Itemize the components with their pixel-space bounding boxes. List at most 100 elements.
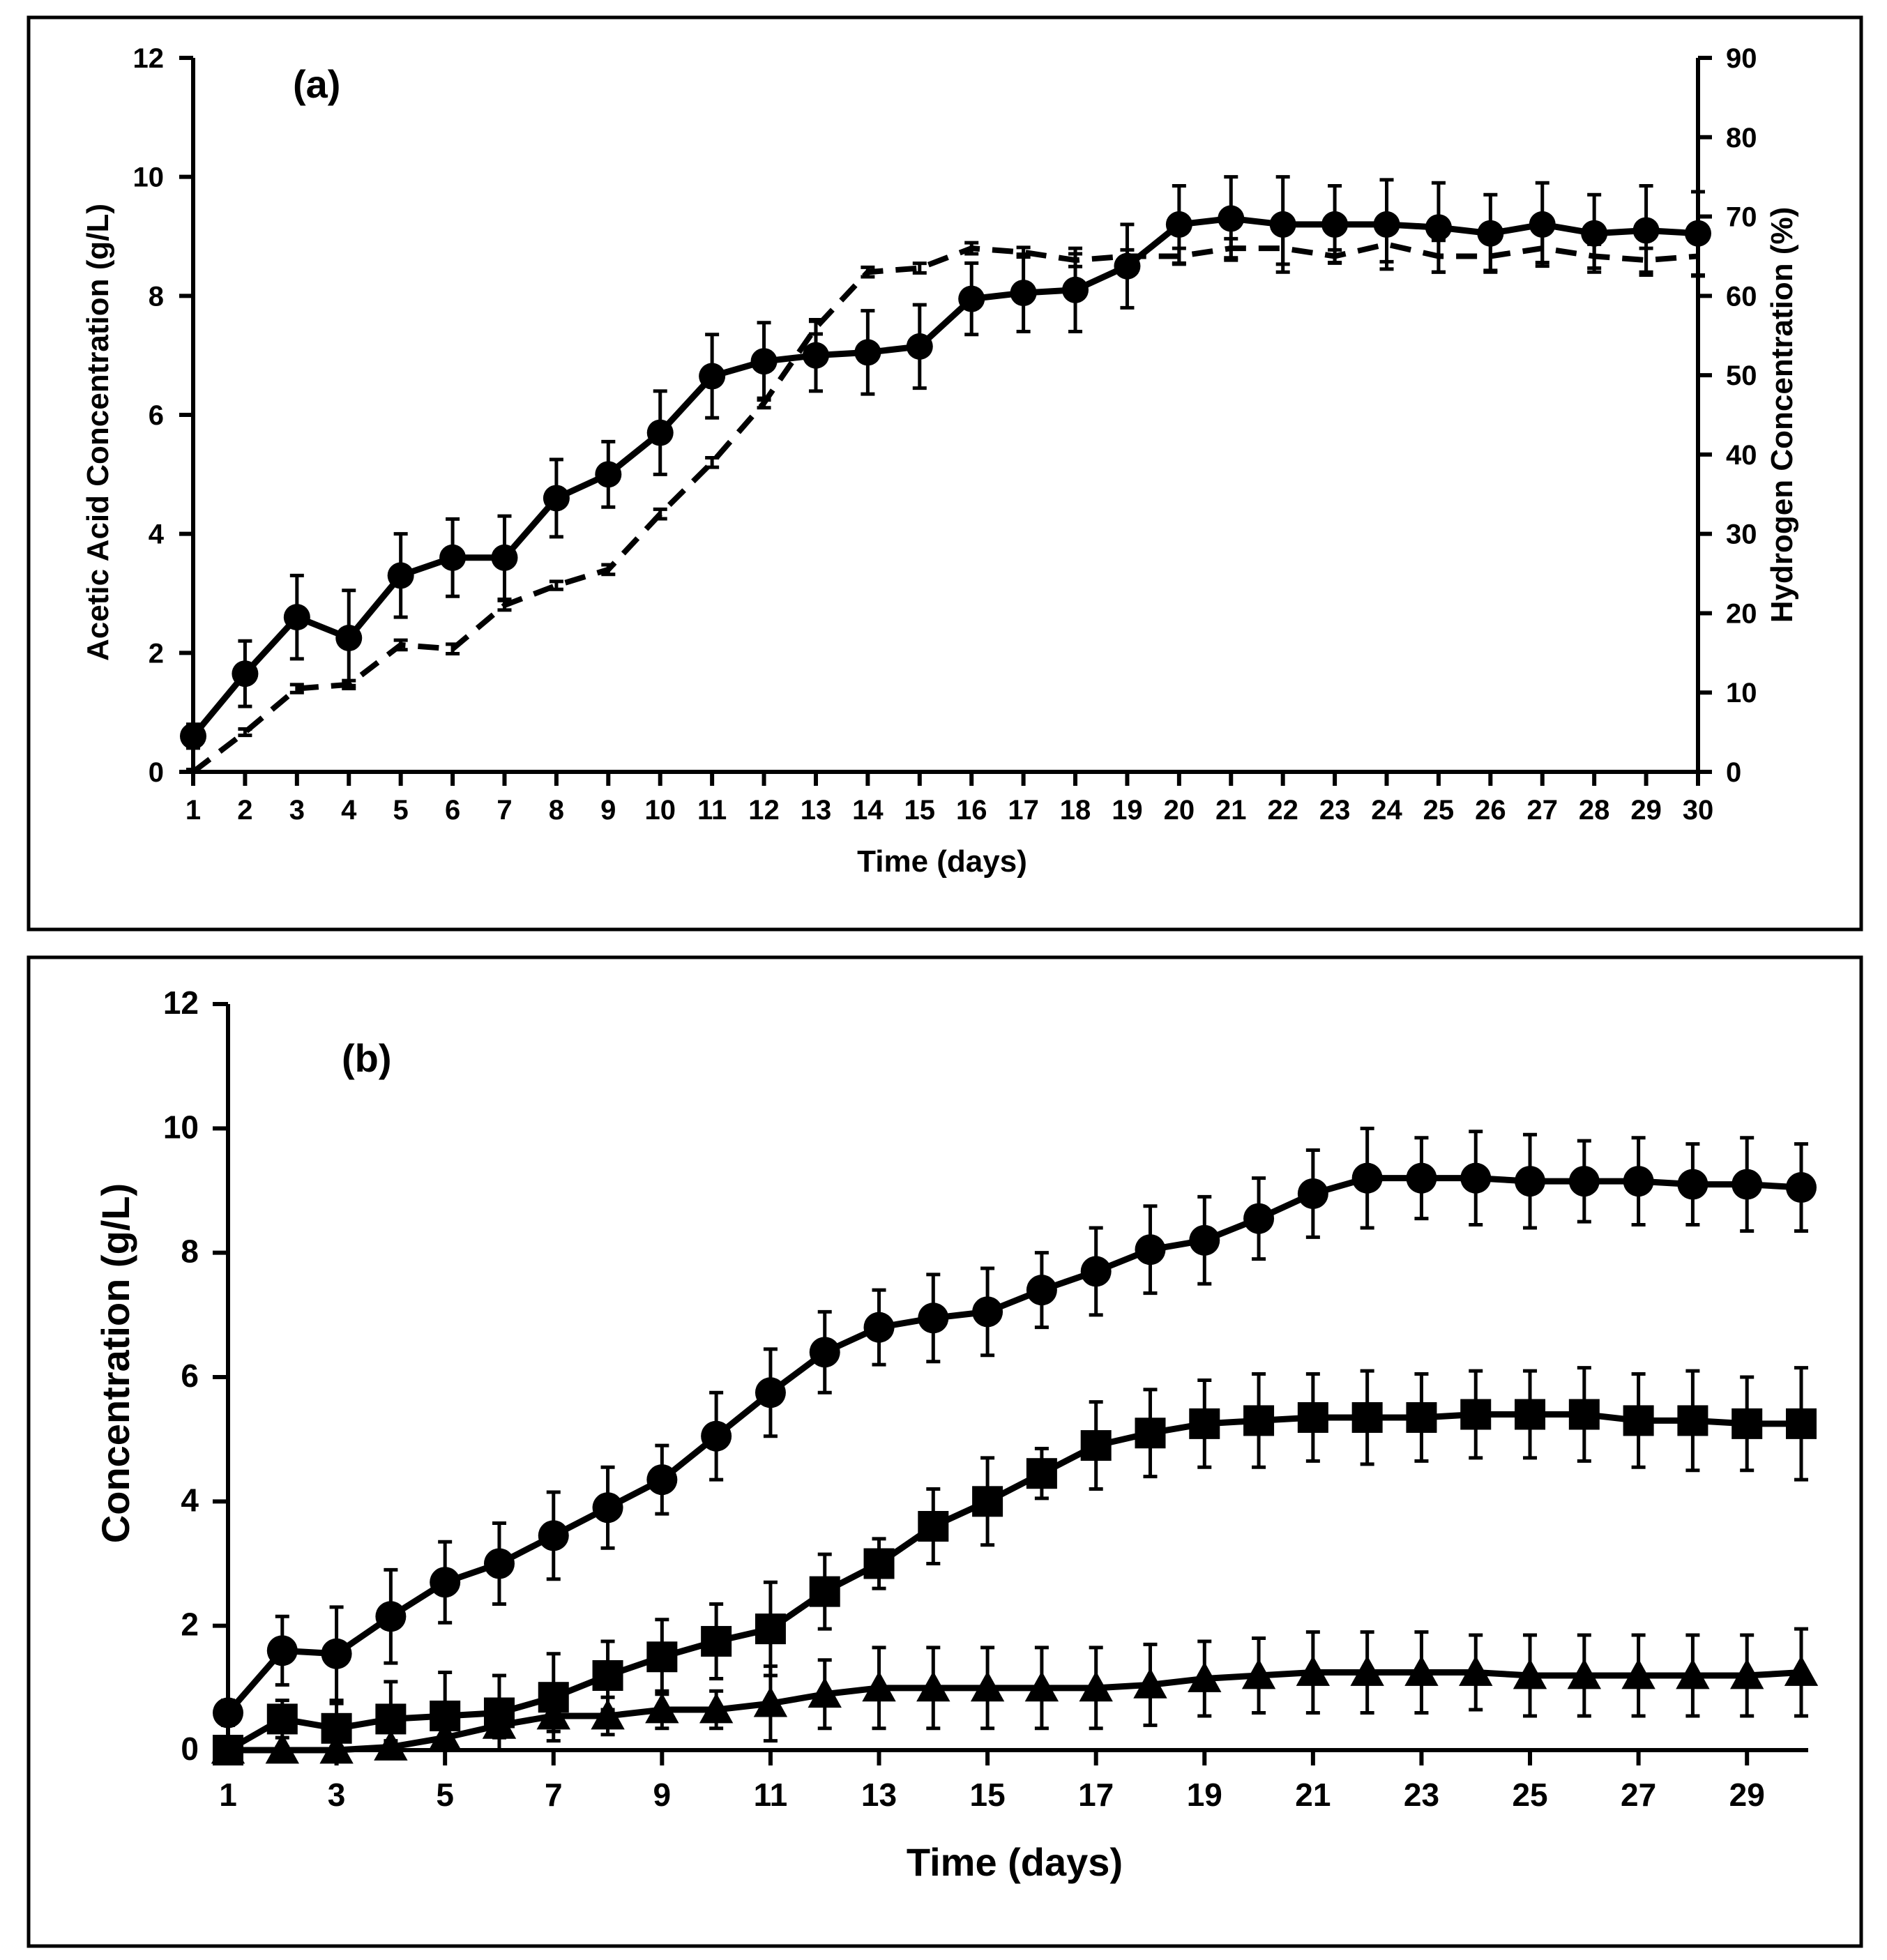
chartb-square-point [1080, 1430, 1112, 1461]
chartb-circle-point [266, 1635, 298, 1666]
charta-circle-point [1165, 211, 1192, 238]
chartb-square-point [1786, 1408, 1817, 1439]
chartb-triangle-point [265, 1733, 299, 1764]
chartb-square-point [1297, 1401, 1328, 1433]
chartb-circle-point [538, 1520, 569, 1551]
charta-x-tick-label: 26 [1475, 795, 1506, 826]
chartb-circle-point [1460, 1162, 1492, 1194]
charta-x-tick-label: 13 [801, 795, 832, 826]
chartb-circle-point [483, 1548, 515, 1579]
chartb-triangle-point [808, 1677, 842, 1708]
chartb-series-line [225, 1175, 1802, 1715]
chartb-square-point [646, 1641, 678, 1673]
chartb-x-tick-label: 9 [653, 1777, 672, 1813]
charta-y2-tick-label: 20 [1726, 598, 1757, 629]
chartb-circle-point [1135, 1234, 1166, 1266]
chartb-triangle-point [1024, 1671, 1059, 1702]
chartb-y-tick-label: 10 [163, 1109, 199, 1145]
charta-y-tick-label: 12 [133, 43, 165, 74]
chartb-triangle-point [862, 1671, 896, 1702]
chartb-circle-point [1297, 1178, 1328, 1209]
charta-circle-point [1010, 280, 1037, 307]
chartb-y-tick-label: 6 [181, 1358, 199, 1394]
chartb-square-point [1677, 1405, 1708, 1436]
charta-circle-point [699, 363, 726, 390]
charta-series-line [191, 241, 1699, 775]
chartb-y-tick-label: 2 [181, 1606, 199, 1643]
chartb-triangle-point [1188, 1662, 1222, 1692]
panel-b-plot-area [211, 1126, 1819, 1765]
chartb-x-tick-label: 15 [970, 1777, 1006, 1813]
chartb-circle-point [1515, 1166, 1546, 1197]
charta-circle-point [1529, 211, 1556, 238]
charta-x-tick-label: 12 [748, 795, 780, 826]
panel-b-y-axis-title: Concentration (g/L) [93, 1183, 137, 1543]
panel-a-label: (a) [293, 62, 340, 106]
chartb-x-tick-label: 25 [1512, 1777, 1547, 1813]
charta-y2-tick-label: 50 [1726, 360, 1757, 391]
chartb-x-tick-label: 3 [328, 1777, 346, 1813]
charta-x-tick-label: 6 [445, 795, 460, 826]
charta-circle-point [543, 485, 570, 512]
panel-b-concentration-chart: (b) Time (days) Concentration (g/L) 0 2 4 6… [26, 955, 1863, 1948]
chartb-triangle-point [536, 1699, 570, 1730]
charta-y-tick-label: 8 [149, 281, 164, 312]
charta-circle-point [1685, 220, 1711, 247]
charta-circle-point [335, 625, 363, 651]
chartb-triangle-point [211, 1733, 245, 1764]
charta-circle-point [1425, 214, 1452, 241]
charta-circle-point [1477, 220, 1504, 247]
chartb-triangle-point [753, 1686, 788, 1717]
chartb-triangle-point [1133, 1668, 1167, 1699]
chartb-triangle-point [1459, 1655, 1493, 1686]
charta-circle-point [646, 419, 674, 446]
chartb-series-1 [213, 1366, 1817, 1765]
chartb-square-point [1460, 1399, 1492, 1430]
chartb-square-point [1406, 1401, 1437, 1433]
chartb-x-tick-label: 1 [219, 1777, 237, 1813]
charta-x-tick-label: 8 [549, 795, 564, 826]
panel-b-frame [26, 955, 1863, 1948]
chartb-triangle-point [482, 1708, 517, 1739]
chartb-square-point [701, 1625, 732, 1657]
charta-circle-point [906, 333, 933, 360]
charta-y-tick-label: 10 [133, 162, 165, 193]
chartb-x-tick-label: 13 [861, 1777, 897, 1813]
panel-b-label: (b) [342, 1036, 392, 1080]
charta-circle-point [180, 722, 206, 750]
charta-x-tick-label: 29 [1630, 795, 1662, 826]
chartb-y-tick-label: 4 [181, 1482, 199, 1518]
chartb-triangle-point [374, 1730, 408, 1761]
chartb-square-point [1135, 1418, 1166, 1449]
charta-y2-tick-label: 40 [1726, 440, 1757, 471]
charta-x-tick-label: 4 [341, 795, 357, 826]
chartb-series-line [226, 1411, 1801, 1753]
chartb-triangle-point [1296, 1655, 1331, 1686]
chartb-triangle-point [1079, 1671, 1113, 1702]
chartb-circle-point [213, 1697, 243, 1729]
chartb-y-tick-label: 8 [181, 1233, 199, 1270]
chartb-circle-point [1677, 1169, 1708, 1200]
chartb-circle-point [701, 1420, 732, 1452]
charta-circle-point [1062, 276, 1089, 303]
charta-x-tick-label: 9 [600, 795, 616, 826]
charta-x-tick-label: 16 [956, 795, 987, 826]
charta-x-tick-label: 30 [1683, 795, 1714, 826]
chartb-circle-point [1731, 1169, 1763, 1200]
charta-y2-tick-label: 90 [1726, 43, 1757, 74]
chartb-triangle-point [591, 1699, 625, 1730]
chartb-x-tick-label: 5 [436, 1777, 454, 1813]
chartb-triangle-point [970, 1671, 1005, 1702]
chartb-square-point [1189, 1408, 1220, 1439]
chartb-x-tick-label: 7 [545, 1777, 563, 1813]
chartb-circle-point [863, 1312, 895, 1343]
charta-x-tick-label: 18 [1060, 795, 1091, 826]
chartb-circle-point [1189, 1224, 1220, 1256]
panel-b-x-axis-title: Time (days) [907, 1840, 1123, 1884]
charta-series-line [190, 215, 1699, 738]
charta-circle-point [283, 604, 310, 631]
chartb-triangle-point [319, 1733, 354, 1764]
chartb-triangle-point [1676, 1658, 1710, 1689]
